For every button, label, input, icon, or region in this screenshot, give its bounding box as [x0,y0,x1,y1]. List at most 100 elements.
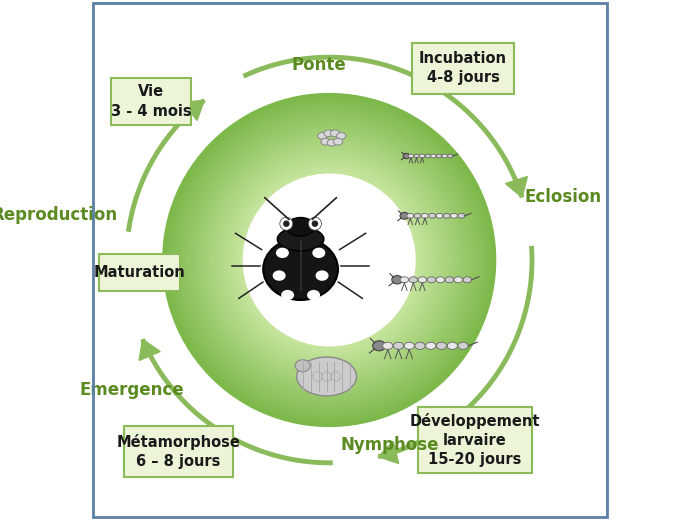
Circle shape [225,155,433,365]
Ellipse shape [324,130,333,137]
Circle shape [179,110,479,410]
Circle shape [239,170,419,350]
Circle shape [163,94,496,426]
Ellipse shape [281,290,294,300]
Ellipse shape [393,342,404,349]
Ellipse shape [427,277,435,283]
Polygon shape [505,176,527,197]
Text: Reproduction: Reproduction [0,206,118,224]
Circle shape [175,106,483,414]
Ellipse shape [312,248,326,258]
FancyBboxPatch shape [412,43,514,94]
Circle shape [241,172,417,348]
Text: Ponte: Ponte [292,56,346,74]
Ellipse shape [277,227,324,251]
Ellipse shape [272,270,286,281]
Text: Métamorphose
6 – 8 jours: Métamorphose 6 – 8 jours [116,434,240,470]
Ellipse shape [404,342,414,349]
Circle shape [196,127,463,393]
Circle shape [198,129,461,391]
Ellipse shape [436,213,443,218]
Ellipse shape [333,138,343,145]
Ellipse shape [316,270,328,281]
FancyBboxPatch shape [124,426,233,477]
Circle shape [202,133,456,387]
Circle shape [280,217,293,230]
Ellipse shape [307,290,320,300]
Text: Vie
3 - 4 mois: Vie 3 - 4 mois [111,84,191,119]
Circle shape [169,100,489,420]
Ellipse shape [458,213,465,218]
Ellipse shape [425,154,430,158]
Ellipse shape [330,130,340,137]
Ellipse shape [297,357,356,396]
Circle shape [209,139,450,381]
Circle shape [233,164,426,356]
Ellipse shape [321,138,330,145]
Ellipse shape [400,277,409,283]
Ellipse shape [403,153,410,159]
Ellipse shape [400,212,409,219]
Ellipse shape [463,277,472,283]
Ellipse shape [276,248,289,258]
Circle shape [218,149,440,371]
Circle shape [183,114,475,406]
Ellipse shape [447,342,457,349]
Polygon shape [378,441,399,463]
Ellipse shape [372,341,386,351]
Ellipse shape [409,277,418,283]
Ellipse shape [445,277,454,283]
Text: Incubation
4-8 jours: Incubation 4-8 jours [419,51,507,85]
Ellipse shape [442,154,447,158]
Ellipse shape [392,276,402,284]
Ellipse shape [318,133,327,139]
Ellipse shape [418,277,426,283]
Circle shape [220,151,438,369]
Circle shape [200,131,458,389]
Circle shape [244,174,415,346]
Circle shape [223,153,435,367]
Circle shape [204,135,454,385]
Ellipse shape [419,154,425,158]
Ellipse shape [408,154,414,158]
Circle shape [181,112,477,408]
Circle shape [237,168,421,352]
Ellipse shape [436,277,445,283]
Ellipse shape [451,213,458,218]
Ellipse shape [421,213,428,218]
Text: Nymphose: Nymphose [340,436,439,454]
Circle shape [194,125,465,395]
Circle shape [165,96,493,424]
Ellipse shape [414,213,421,218]
FancyBboxPatch shape [111,78,191,125]
Circle shape [309,217,321,230]
Circle shape [235,166,424,354]
Ellipse shape [458,342,468,349]
Circle shape [192,123,467,397]
Ellipse shape [436,342,447,349]
Circle shape [214,145,444,375]
Ellipse shape [454,277,463,283]
Ellipse shape [436,154,442,158]
Text: Maturation: Maturation [94,265,186,280]
FancyBboxPatch shape [99,254,180,291]
Circle shape [190,121,469,399]
Circle shape [177,108,481,412]
Circle shape [231,162,428,358]
Circle shape [227,158,431,362]
Ellipse shape [286,217,315,236]
Circle shape [171,102,487,418]
Ellipse shape [443,213,450,218]
Text: Eclosion: Eclosion [524,188,602,205]
Ellipse shape [327,139,337,146]
Circle shape [188,119,471,401]
Circle shape [312,220,318,227]
Circle shape [229,160,430,360]
Ellipse shape [295,360,310,372]
Circle shape [186,116,473,404]
Circle shape [210,141,448,379]
Ellipse shape [337,133,346,139]
Ellipse shape [407,213,414,218]
Circle shape [283,220,290,227]
Circle shape [244,174,415,346]
